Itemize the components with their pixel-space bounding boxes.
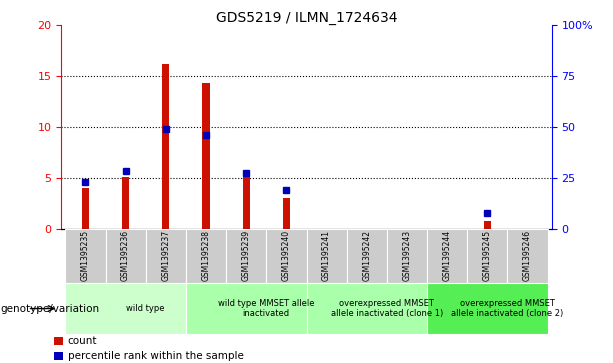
FancyBboxPatch shape xyxy=(306,283,427,334)
Text: GSM1395243: GSM1395243 xyxy=(403,231,411,281)
Text: overexpressed MMSET
allele inactivated (clone 2): overexpressed MMSET allele inactivated (… xyxy=(451,299,563,318)
FancyBboxPatch shape xyxy=(266,229,306,283)
FancyBboxPatch shape xyxy=(347,229,387,283)
Bar xyxy=(202,83,210,229)
Bar xyxy=(484,221,491,229)
FancyBboxPatch shape xyxy=(186,283,306,334)
FancyBboxPatch shape xyxy=(467,229,508,283)
FancyBboxPatch shape xyxy=(427,229,467,283)
Text: GSM1395241: GSM1395241 xyxy=(322,231,331,281)
Bar xyxy=(243,174,250,229)
FancyBboxPatch shape xyxy=(306,229,347,283)
Bar xyxy=(82,188,89,229)
Text: overexpressed MMSET
allele inactivated (clone 1): overexpressed MMSET allele inactivated (… xyxy=(331,299,443,318)
FancyBboxPatch shape xyxy=(508,229,547,283)
Text: wild type: wild type xyxy=(126,304,165,313)
FancyBboxPatch shape xyxy=(427,283,547,334)
Text: GSM1395246: GSM1395246 xyxy=(523,231,532,281)
Text: GSM1395235: GSM1395235 xyxy=(81,231,90,281)
FancyBboxPatch shape xyxy=(66,229,105,283)
Bar xyxy=(162,64,169,229)
Text: wild type MMSET allele
inactivated: wild type MMSET allele inactivated xyxy=(218,299,314,318)
Bar xyxy=(283,198,290,229)
Text: GSM1395236: GSM1395236 xyxy=(121,231,130,281)
Legend: count, percentile rank within the sample: count, percentile rank within the sample xyxy=(54,336,243,362)
FancyBboxPatch shape xyxy=(105,229,146,283)
FancyBboxPatch shape xyxy=(387,229,427,283)
Text: genotype/variation: genotype/variation xyxy=(0,303,99,314)
Text: GSM1395238: GSM1395238 xyxy=(202,231,210,281)
FancyBboxPatch shape xyxy=(146,229,186,283)
Bar xyxy=(122,177,129,229)
FancyBboxPatch shape xyxy=(186,229,226,283)
FancyBboxPatch shape xyxy=(66,283,186,334)
Text: GSM1395237: GSM1395237 xyxy=(161,231,170,281)
Text: GSM1395240: GSM1395240 xyxy=(282,231,291,281)
Text: GSM1395242: GSM1395242 xyxy=(362,231,371,281)
Text: GSM1395244: GSM1395244 xyxy=(443,231,452,281)
Text: GDS5219 / ILMN_1724634: GDS5219 / ILMN_1724634 xyxy=(216,11,397,25)
Text: GSM1395239: GSM1395239 xyxy=(242,231,251,281)
FancyBboxPatch shape xyxy=(226,229,266,283)
Text: GSM1395245: GSM1395245 xyxy=(483,231,492,281)
